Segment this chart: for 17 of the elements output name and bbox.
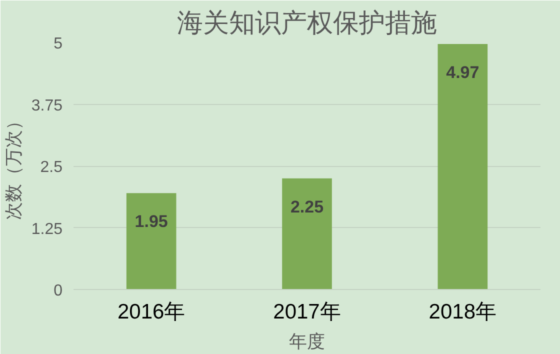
y-tick-label: 0 — [54, 282, 63, 300]
x-tick-label: 2017年 — [273, 300, 341, 324]
x-tick-label: 2016年 — [117, 300, 186, 324]
data-label: 1.95 — [134, 212, 168, 232]
data-label: 2.25 — [290, 197, 324, 216]
y-axis-title: 次数（万次） — [3, 112, 24, 220]
bar — [438, 44, 488, 290]
y-tick-label: 1.25 — [31, 220, 63, 238]
chart-title: 海关知识产权保护措施 — [177, 8, 437, 38]
x-axis-title: 年度 — [289, 332, 325, 352]
data-label: 4.97 — [446, 62, 480, 82]
y-tick-label: 5 — [54, 36, 63, 52]
bar — [126, 193, 176, 290]
bar — [282, 178, 332, 290]
y-tick-label: 2.5 — [40, 159, 63, 176]
x-tick-label: 2018年 — [428, 300, 497, 324]
y-tick-label: 3.75 — [31, 97, 63, 114]
